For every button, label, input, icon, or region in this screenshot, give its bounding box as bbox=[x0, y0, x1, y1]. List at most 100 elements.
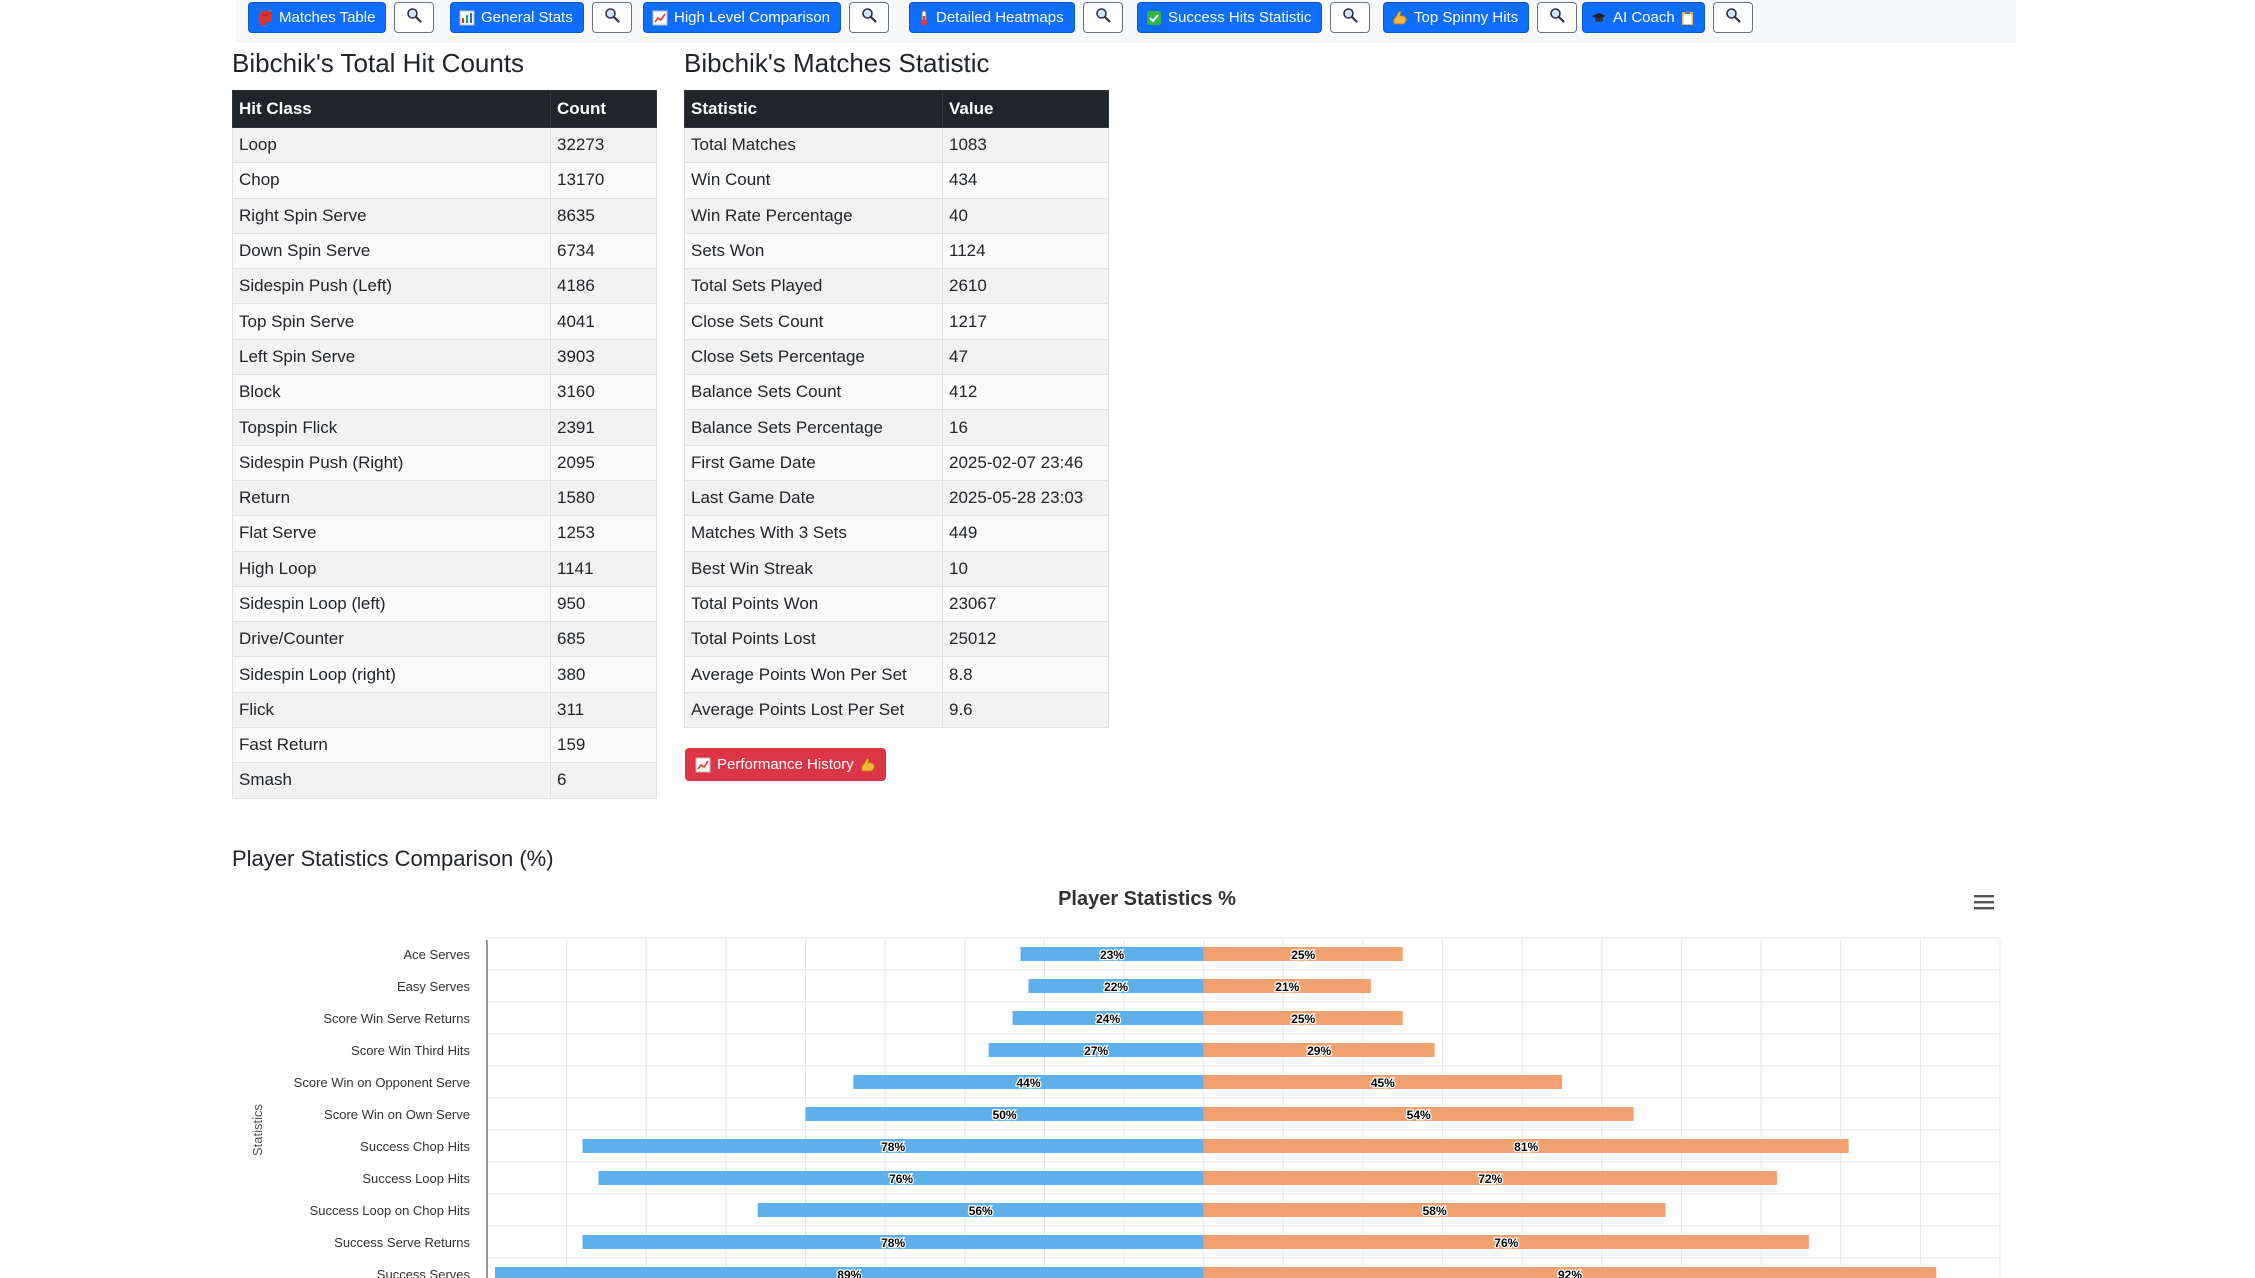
row-label-cell: Total Matches bbox=[684, 126, 943, 164]
category-tick-label: Easy Serves bbox=[397, 979, 470, 994]
row-label-cell: Topspin Flick bbox=[232, 409, 551, 446]
success-hits-statistic-search-button[interactable] bbox=[1330, 2, 1371, 33]
category-tick-label: Score Win Third Hits bbox=[351, 1043, 470, 1058]
top-spinny-hits-search-button[interactable] bbox=[1537, 2, 1578, 33]
row-value-cell: 25012 bbox=[942, 621, 1109, 658]
row-label-cell: Sidespin Push (Right) bbox=[232, 444, 551, 481]
table-row: Total Points Lost 25012 bbox=[684, 621, 1109, 658]
row-value-cell: 6 bbox=[550, 762, 657, 799]
table-row: Average Points Lost Per Set 9.6 bbox=[684, 691, 1109, 729]
row-value-cell: 685 bbox=[550, 621, 657, 658]
matches-table-button[interactable]: Matches Table bbox=[248, 2, 387, 33]
performance-history-label: Performance History bbox=[717, 756, 854, 773]
table-row: Last Game Date 2025-05-28 23:03 bbox=[684, 479, 1109, 517]
table-row: Chop 13170 bbox=[232, 162, 657, 199]
detailed-heatmaps-button[interactable]: Detailed Heatmaps bbox=[909, 2, 1075, 33]
table-row: Down Spin Serve 6734 bbox=[232, 232, 657, 270]
row-value-cell: 311 bbox=[550, 691, 657, 729]
bar-value-label: 76% bbox=[1494, 1236, 1518, 1250]
row-label-cell: High Loop bbox=[232, 550, 551, 587]
bar-value-label: 58% bbox=[1423, 1204, 1447, 1218]
bar-right bbox=[1203, 1235, 1809, 1249]
chart-menu-icon[interactable] bbox=[1972, 892, 2000, 916]
row-label-cell: Win Rate Percentage bbox=[684, 197, 943, 234]
table-row: Sidespin Loop (left) 950 bbox=[232, 585, 657, 623]
bar-left bbox=[1028, 979, 1204, 993]
row-label-cell: Win Count bbox=[684, 162, 943, 199]
bar-value-label: 27% bbox=[1084, 1044, 1108, 1058]
high-level-comparison-button[interactable]: High Level Comparison bbox=[643, 2, 841, 33]
check-mark-icon bbox=[1146, 10, 1162, 26]
general-stats-button[interactable]: General Stats bbox=[450, 2, 584, 33]
table-row: Total Matches 1083 bbox=[684, 126, 1109, 164]
bar-value-label: 44% bbox=[1016, 1076, 1040, 1090]
bar-left bbox=[988, 1043, 1204, 1057]
bar-value-label: 21% bbox=[1275, 980, 1299, 994]
row-value-cell: 1124 bbox=[942, 232, 1109, 270]
bar-left bbox=[1012, 1011, 1204, 1025]
row-label-cell: Average Points Lost Per Set bbox=[684, 691, 943, 729]
table-row: Left Spin Serve 3903 bbox=[232, 338, 657, 376]
row-label-cell: Balance Sets Count bbox=[684, 374, 943, 411]
category-tick-label: Success Serves bbox=[377, 1267, 471, 1278]
bar-right bbox=[1203, 1267, 1937, 1278]
row-value-cell: 449 bbox=[942, 515, 1109, 552]
bar-left bbox=[1020, 947, 1204, 961]
row-label-cell: Return bbox=[232, 479, 551, 517]
bar-value-label: 50% bbox=[993, 1108, 1017, 1122]
row-label-cell: Close Sets Count bbox=[684, 303, 943, 340]
table-row: High Loop 1141 bbox=[232, 550, 657, 587]
matches-table-search-button[interactable] bbox=[394, 2, 435, 33]
top-spinny-hits-button[interactable]: Top Spinny Hits bbox=[1383, 2, 1530, 33]
detailed-heatmaps-search-button[interactable] bbox=[1082, 2, 1123, 33]
ai-coach-group: AI Coach bbox=[1582, 2, 1753, 33]
row-value-cell: 4186 bbox=[550, 268, 657, 305]
column-header: Count bbox=[550, 90, 657, 128]
comparison-heading: Player Statistics Comparison (%) bbox=[232, 846, 554, 871]
detailed-heatmaps-label: Detailed Heatmaps bbox=[936, 9, 1064, 26]
y-axis-title: Statistics bbox=[250, 1103, 265, 1156]
search-icon bbox=[406, 7, 423, 28]
row-value-cell: 159 bbox=[550, 727, 657, 764]
row-label-cell: Best Win Streak bbox=[684, 550, 943, 587]
chart-increasing-icon bbox=[695, 757, 711, 773]
bar-value-label: 76% bbox=[889, 1172, 913, 1186]
bar-right bbox=[1203, 1043, 1435, 1057]
table-row: Close Sets Count 1217 bbox=[684, 303, 1109, 340]
bar-value-label: 72% bbox=[1478, 1172, 1502, 1186]
row-value-cell: 6734 bbox=[550, 232, 657, 270]
success-hits-statistic-button[interactable]: Success Hits Statistic bbox=[1137, 2, 1323, 33]
high-level-comparison-group: High Level Comparison bbox=[643, 2, 889, 33]
column-header: Hit Class bbox=[232, 90, 551, 128]
bar-right bbox=[1203, 1107, 1634, 1121]
category-tick-label: Score Win on Own Serve bbox=[324, 1107, 470, 1122]
ai-coach-button[interactable]: AI Coach bbox=[1582, 2, 1705, 33]
general-stats-search-button[interactable] bbox=[591, 2, 632, 33]
table-row: Win Rate Percentage 40 bbox=[684, 197, 1109, 234]
row-value-cell: 2095 bbox=[550, 444, 657, 481]
row-label-cell: Drive/Counter bbox=[232, 621, 551, 658]
row-value-cell: 47 bbox=[942, 338, 1109, 376]
table-row: Smash 6 bbox=[232, 762, 657, 799]
row-label-cell: Sets Won bbox=[684, 232, 943, 270]
table-row: Total Points Won 23067 bbox=[684, 585, 1109, 623]
row-label-cell: Left Spin Serve bbox=[232, 338, 551, 376]
search-icon bbox=[1342, 7, 1358, 28]
row-label-cell: Total Points Won bbox=[684, 585, 943, 623]
column-header: Statistic bbox=[684, 90, 943, 128]
row-label-cell: Chop bbox=[232, 162, 551, 199]
row-label-cell: Balance Sets Percentage bbox=[684, 409, 943, 446]
table-row: Close Sets Percentage 47 bbox=[684, 338, 1109, 376]
ai-coach-search-button[interactable] bbox=[1712, 2, 1753, 33]
bar-value-label: 45% bbox=[1371, 1076, 1395, 1090]
row-value-cell: 1083 bbox=[942, 126, 1109, 164]
bar-value-label: 25% bbox=[1291, 948, 1315, 962]
high-level-comparison-label: High Level Comparison bbox=[674, 9, 830, 26]
row-value-cell: 40 bbox=[942, 197, 1109, 234]
row-label-cell: Loop bbox=[232, 126, 551, 164]
row-label-cell: Block bbox=[232, 374, 551, 411]
table-row: Win Count 434 bbox=[684, 162, 1109, 199]
high-level-comparison-search-button[interactable] bbox=[848, 2, 889, 33]
performance-history-button[interactable]: Performance History bbox=[685, 748, 886, 781]
table-row: Sets Won 1124 bbox=[684, 232, 1109, 270]
